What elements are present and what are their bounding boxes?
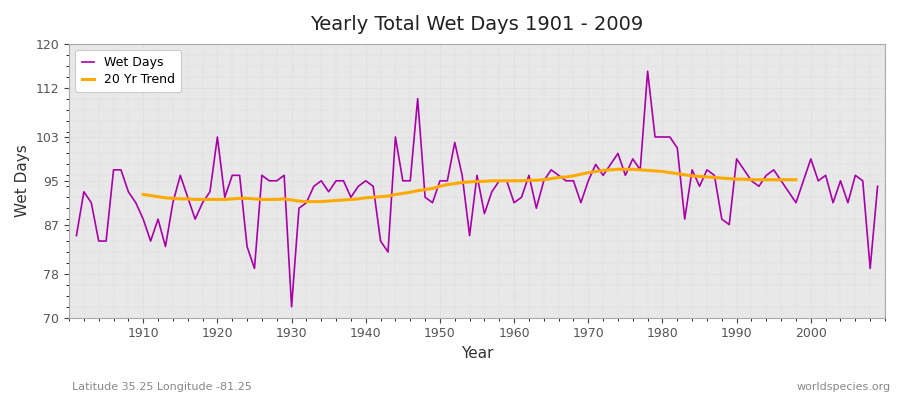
Wet Days	[71, 233, 82, 238]
20 Yr Trend	[613, 167, 624, 172]
Wet Days	[872, 184, 883, 189]
Legend: Wet Days, 20 Yr Trend: Wet Days, 20 Yr Trend	[76, 50, 181, 92]
Text: worldspecies.org: worldspecies.org	[796, 382, 891, 392]
20 Yr Trend	[204, 197, 215, 202]
Wet Days	[130, 200, 141, 205]
20 Yr Trend	[790, 177, 801, 182]
X-axis label: Year: Year	[461, 346, 493, 361]
Line: Wet Days: Wet Days	[76, 71, 878, 307]
20 Yr Trend	[301, 199, 311, 204]
20 Yr Trend	[398, 191, 409, 196]
Wet Days	[508, 200, 519, 205]
Wet Days	[301, 200, 311, 205]
Y-axis label: Wet Days: Wet Days	[15, 144, 30, 217]
20 Yr Trend	[731, 177, 742, 182]
Wet Days	[605, 162, 616, 167]
Wet Days	[286, 304, 297, 309]
Text: Latitude 35.25 Longitude -81.25: Latitude 35.25 Longitude -81.25	[72, 382, 252, 392]
Wet Days	[346, 195, 356, 200]
20 Yr Trend	[479, 179, 490, 184]
20 Yr Trend	[220, 197, 230, 202]
Wet Days	[643, 69, 653, 74]
Line: 20 Yr Trend: 20 Yr Trend	[143, 169, 796, 202]
Wet Days	[516, 195, 526, 200]
20 Yr Trend	[271, 197, 282, 202]
20 Yr Trend	[138, 192, 148, 197]
Title: Yearly Total Wet Days 1901 - 2009: Yearly Total Wet Days 1901 - 2009	[310, 15, 644, 34]
